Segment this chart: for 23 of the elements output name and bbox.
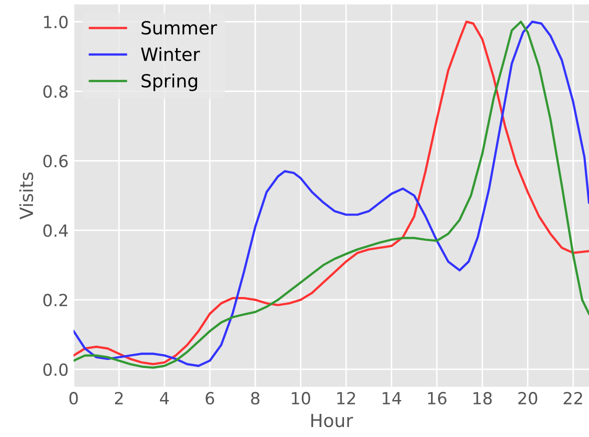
x-tick-label: 12 xyxy=(337,392,356,404)
x-tick-label: 16 xyxy=(428,392,446,405)
x-tick-label: 0 xyxy=(69,392,78,405)
x-tick-label: 10 xyxy=(292,392,310,405)
x-tick-label: 14 xyxy=(382,392,402,404)
legend-label: Winter xyxy=(141,47,200,62)
y-tick-label: 0.0 xyxy=(43,363,68,376)
x-tick-label: 22 xyxy=(564,392,582,404)
x-tick-label: 8 xyxy=(251,392,260,405)
legend-label: Spring xyxy=(142,74,198,92)
x-tick-label: 4 xyxy=(160,392,169,404)
y-tick-label: 0.4 xyxy=(43,224,68,237)
y-tick-label: 0.6 xyxy=(43,154,68,168)
x-tick-label: 20 xyxy=(518,392,538,405)
legend-label: Summer xyxy=(142,20,218,35)
y-tick-label: 0.8 xyxy=(43,85,68,98)
y-tick-label: 1.0 xyxy=(44,16,68,28)
x-axis-title: Hour xyxy=(311,414,354,428)
y-axis-title: Visits xyxy=(19,172,34,220)
x-tick-label: 6 xyxy=(206,392,214,405)
x-tick-label: 18 xyxy=(474,392,492,405)
x-tick-label: 2 xyxy=(114,392,123,404)
y-tick-label: 0.2 xyxy=(43,294,68,306)
